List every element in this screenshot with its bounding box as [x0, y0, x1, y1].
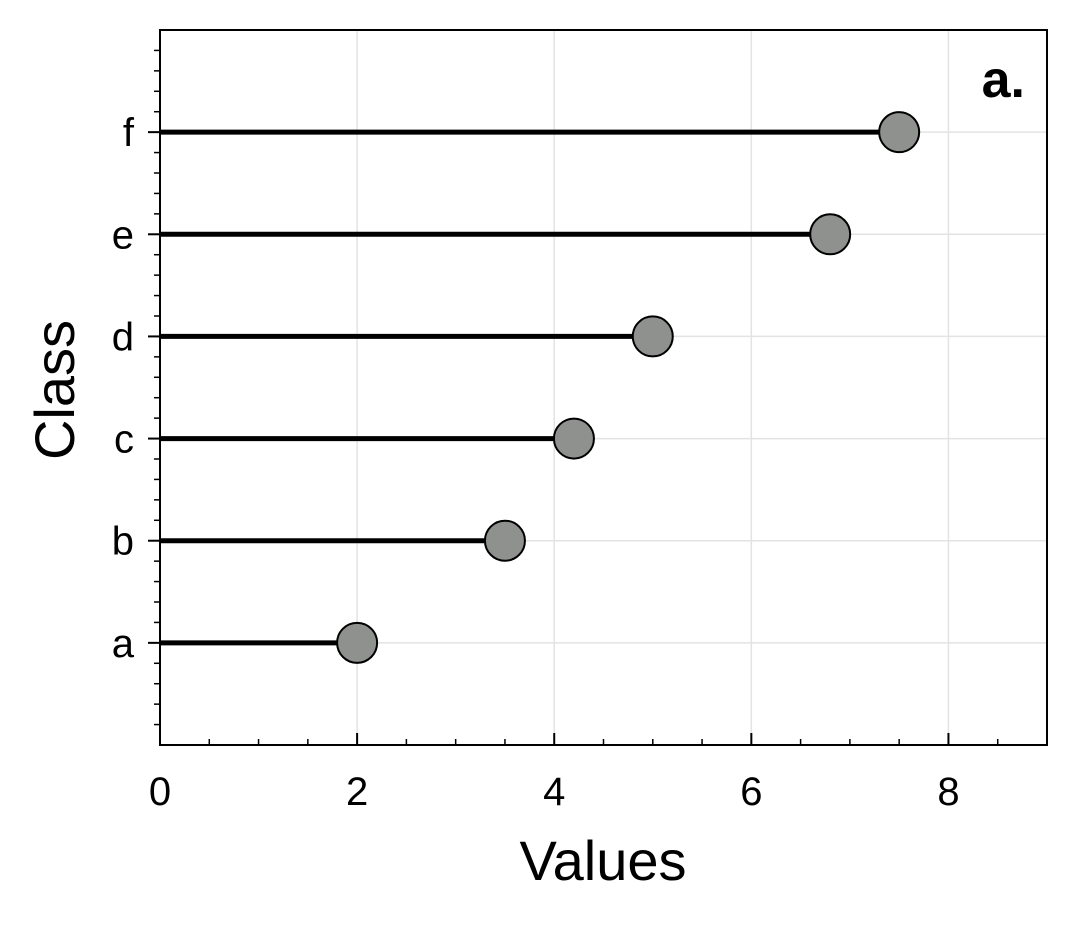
lollipop-marker: [483, 519, 526, 562]
x-tick-label: 4: [543, 770, 565, 814]
y-tick-labels: a b c d e f: [112, 111, 135, 666]
panel-label: a.: [982, 51, 1025, 109]
lollipop-markers: [336, 111, 921, 664]
y-tick-label: e: [112, 213, 134, 257]
plot-frame: [159, 29, 1048, 746]
x-tick-label: 0: [149, 770, 171, 814]
x-tick-label: 6: [740, 770, 762, 814]
lollipop-marker: [809, 213, 852, 256]
lollipop-marker: [878, 111, 921, 154]
y-tick-label: d: [112, 315, 134, 359]
y-tick-label: f: [123, 111, 135, 155]
lollipop-marker: [336, 621, 379, 664]
lollipop-stems: [160, 129, 900, 646]
y-tick-label: a: [112, 622, 135, 666]
x-tick-labels: 0 2 4 6 8: [149, 770, 960, 814]
lollipop-marker: [552, 417, 595, 460]
y-tick-label: c: [114, 418, 134, 462]
x-axis-title: Values: [519, 829, 686, 892]
x-tick-label: 2: [346, 770, 368, 814]
x-tick-label: 8: [937, 770, 959, 814]
y-axis-title: Class: [23, 320, 86, 460]
lollipop-marker: [631, 315, 674, 358]
y-tick-label: b: [112, 520, 134, 564]
